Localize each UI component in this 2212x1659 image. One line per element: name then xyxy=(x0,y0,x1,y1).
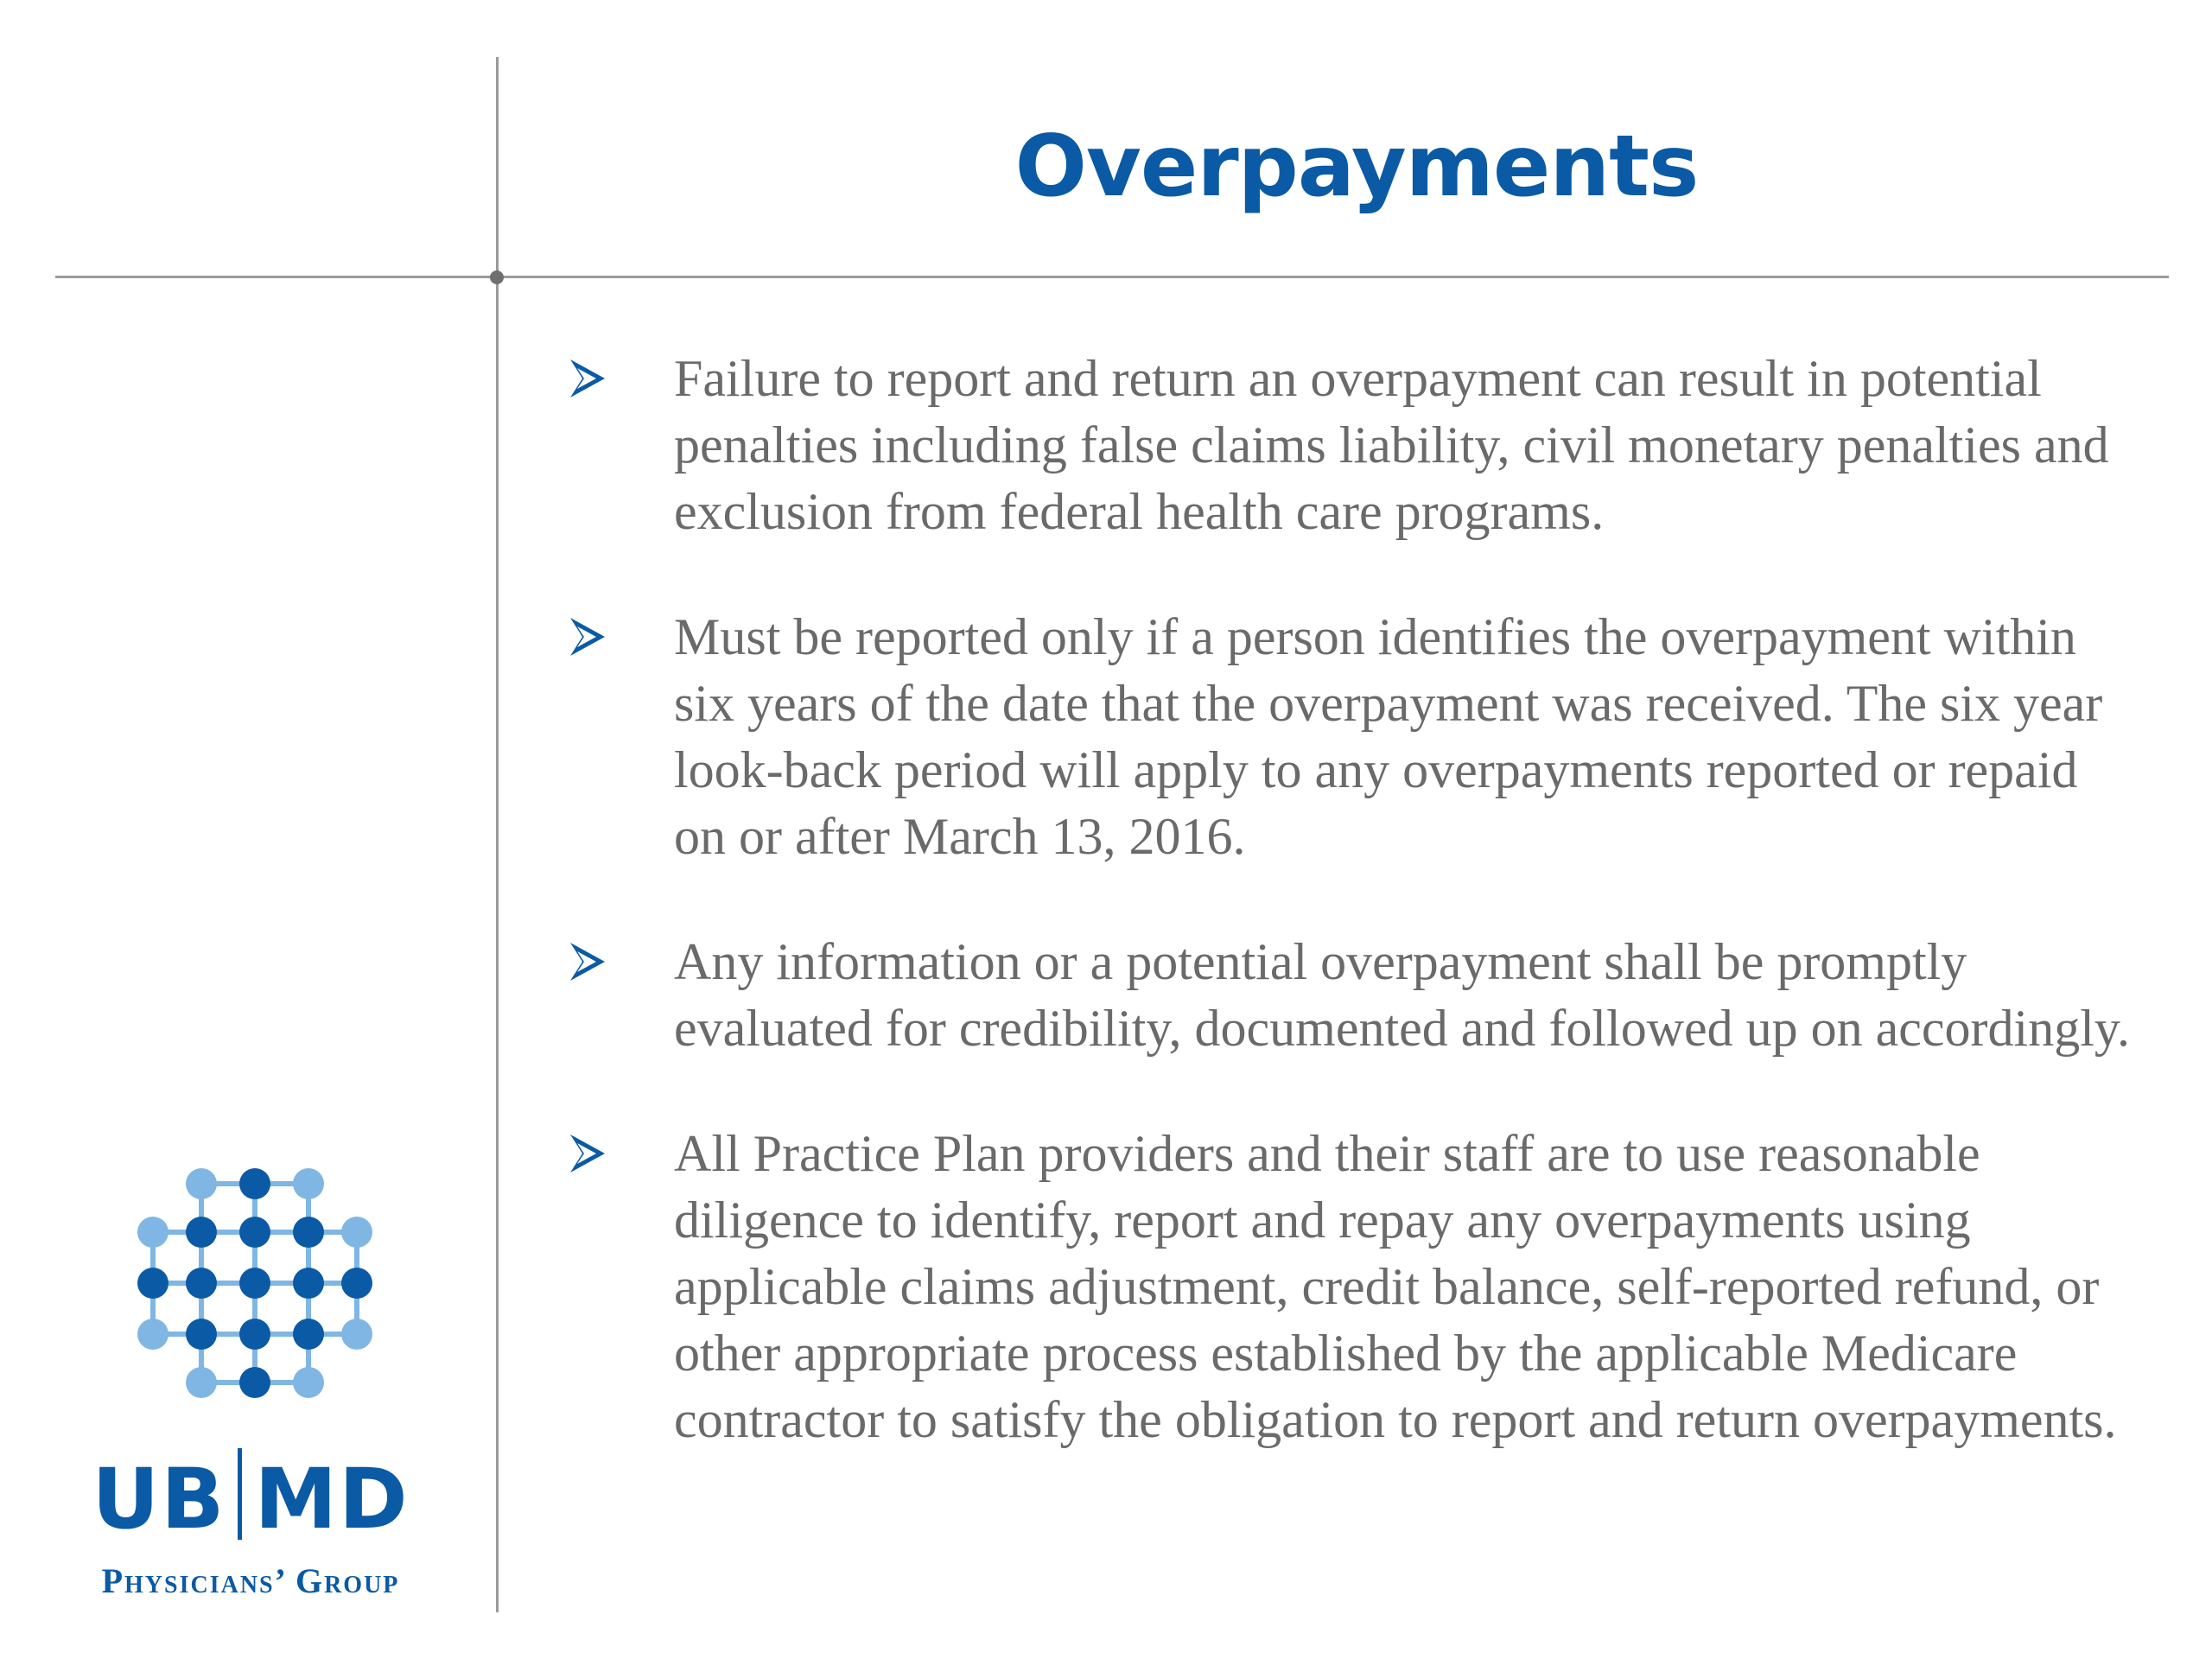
molecule-grid-icon xyxy=(137,1168,372,1398)
arrowhead-bullet-icon xyxy=(570,618,605,656)
logo-wordmark: UB MD xyxy=(52,1448,449,1541)
horizontal-divider xyxy=(55,276,2169,278)
arrowhead-bullet-icon xyxy=(570,943,605,981)
bullet-text: Any information or a potential overpayme… xyxy=(674,933,2130,1057)
bullet-item: Must be reported only if a person identi… xyxy=(562,604,2134,870)
bullet-item: All Practice Plan providers and their st… xyxy=(562,1121,2134,1453)
ubmd-logo: UB MD Physicians’ Group xyxy=(52,1158,449,1607)
arrowhead-bullet-icon xyxy=(570,1135,605,1173)
bullet-item: Any information or a potential overpayme… xyxy=(562,929,2134,1062)
bullet-item: Failure to report and return an overpaym… xyxy=(562,346,2134,545)
divider-intersection-dot xyxy=(490,270,504,284)
slide-title: Overpayments xyxy=(1014,118,1700,216)
bullet-text: Failure to report and return an overpaym… xyxy=(674,350,2109,540)
logo-wordmark-right: MD xyxy=(254,1451,410,1548)
arrowhead-bullet-icon xyxy=(570,359,605,397)
bullet-list: Failure to report and return an overpaym… xyxy=(562,346,2134,1512)
logo-tagline: Physicians’ Group xyxy=(101,1561,400,1600)
vertical-divider xyxy=(496,57,499,1612)
logo-wordmark-left: UB xyxy=(92,1451,226,1548)
bullet-text: All Practice Plan providers and their st… xyxy=(674,1125,2117,1448)
logo-wordmark-separator xyxy=(238,1448,243,1540)
bullet-text: Must be reported only if a person identi… xyxy=(674,608,2103,865)
